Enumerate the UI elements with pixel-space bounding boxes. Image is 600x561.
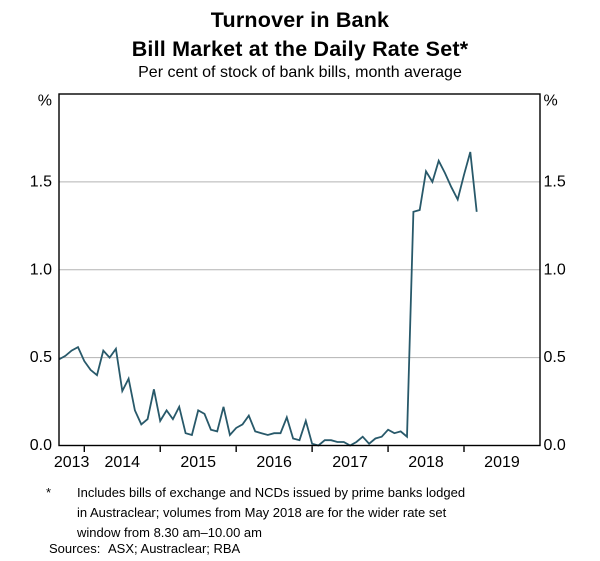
footnote-line-3: window from 8.30 am–10.00 am [77,525,262,540]
chart-title-line-1: Turnover in Bank [210,8,390,32]
plot-frame [58,93,541,447]
footnote-marker: * [46,485,52,500]
x-axis-year-label-2019: 2019 [484,454,520,471]
x-axis-year-label-2017: 2017 [332,454,368,471]
y-axis-unit-right: % [544,93,558,110]
y-axis-label-left-1.5: 1.5 [30,173,52,190]
y-axis-label-right-0.0: 0.0 [544,437,566,454]
footnote-line-2: in Austraclear; volumes from May 2018 ar… [77,505,447,520]
y-axis-label-right-0.5: 0.5 [544,349,566,366]
x-axis-year-label-2016: 2016 [256,454,292,471]
y-axis-label-left-0.5: 0.5 [30,349,52,366]
sources-label: Sources: [49,541,101,556]
y-axis-unit-left: % [38,93,52,110]
x-axis-year-label-2014: 2014 [104,454,140,471]
y-axis-label-left-1.0: 1.0 [30,261,52,278]
sources-value: ASX; Austraclear; RBA [108,541,241,556]
footnote-line-1: Includes bills of exchange and NCDs issu… [77,485,466,500]
turnover-line [58,151,478,447]
y-axis-label-right-1.5: 1.5 [544,173,566,190]
x-axis-year-label-2018: 2018 [408,454,444,471]
chart-subtitle: Per cent of stock of bank bills, month a… [138,64,462,81]
chart-canvas: 2013 2014 2015 2016 2017 2018 2019 0.0 0.0 0.5 0.5… [30,93,566,472]
y-axis-label-left-0.0: 0.0 [30,437,52,454]
y-axis-label-right-1.0: 1.0 [544,261,566,278]
x-axis-year-label-2015: 2015 [180,454,216,471]
x-axis-year-label-2013: 2013 [54,454,90,471]
chart-title-line-2: Bill Market at the Daily Rate Set* [131,37,469,61]
